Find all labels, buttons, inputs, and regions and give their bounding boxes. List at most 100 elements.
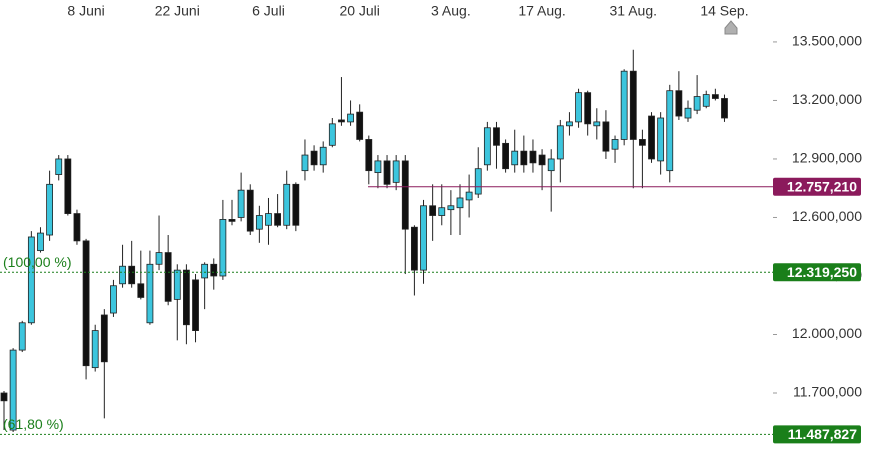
candle-up	[456, 197, 464, 209]
candle-up	[566, 121, 573, 127]
x-tick-label: 31 Aug.	[610, 3, 658, 19]
candle-up	[702, 94, 710, 107]
candle-down	[721, 98, 728, 119]
x-tick-label: 8 Juni	[67, 3, 104, 19]
candle-down	[64, 158, 72, 214]
candle-up	[447, 205, 455, 211]
candle-up	[146, 263, 154, 324]
candle-down	[429, 205, 437, 216]
candle-up	[620, 70, 628, 140]
candle-up	[201, 263, 209, 279]
candle-up	[283, 183, 291, 226]
candle-down	[502, 142, 510, 170]
candle-down	[246, 189, 254, 232]
candle-up	[657, 117, 665, 162]
candle-down	[210, 263, 218, 277]
level-annotation: (100,00 %)	[3, 254, 71, 270]
candle-down	[648, 115, 655, 160]
x-tick-label: 3 Aug.	[431, 3, 471, 19]
candle-down	[137, 283, 145, 298]
level-annotation: (61,80 %)	[3, 416, 64, 432]
candle-up	[18, 322, 26, 351]
level-label: 12.757,210	[787, 179, 857, 195]
candle-down	[365, 139, 373, 172]
x-tick-label: 20 Juli	[339, 3, 379, 19]
candle-down	[383, 160, 391, 185]
candle-down	[228, 219, 236, 222]
candle-up	[666, 90, 674, 172]
candle-up	[392, 160, 400, 183]
candle-down	[292, 183, 300, 226]
candle-up	[556, 125, 564, 160]
candle-up	[110, 285, 117, 314]
candle-up	[438, 207, 446, 216]
y-tick-label: 13.200,000	[792, 91, 862, 107]
candle-up	[55, 158, 63, 175]
candle-up	[219, 219, 227, 277]
x-tick-label: 6 Juli	[252, 3, 285, 19]
candle-down	[338, 119, 345, 123]
x-tick-label: 17 Aug.	[518, 3, 566, 19]
candle-up	[46, 183, 53, 236]
candle-up	[611, 139, 619, 150]
candle-up	[319, 146, 327, 166]
candle-down	[0, 392, 8, 402]
candle-down	[529, 150, 537, 164]
y-tick-label: 12.600,000	[792, 208, 862, 224]
x-tick-label: 14 Sep.	[700, 3, 748, 19]
candle-down	[128, 265, 136, 285]
candle-down	[538, 154, 546, 166]
candle-up	[593, 121, 601, 127]
candle-down	[164, 252, 172, 302]
candle-up	[155, 252, 163, 265]
candle-up	[237, 189, 245, 218]
candle-down	[73, 213, 81, 242]
candle-up	[474, 168, 482, 195]
candle-up	[420, 205, 427, 271]
candle-down	[584, 92, 592, 125]
y-tick-label: 12.000,000	[792, 325, 862, 341]
x-tick-label: 22 Juni	[155, 3, 200, 19]
candle-down	[192, 279, 199, 331]
candle-down	[356, 111, 364, 140]
candle-up	[483, 127, 491, 166]
candle-down	[602, 121, 610, 152]
candle-up	[547, 158, 555, 172]
candle-down	[711, 94, 719, 99]
candle-up	[328, 123, 336, 146]
level-label: 12.319,250	[787, 264, 857, 280]
candle-down	[274, 213, 282, 226]
level-label-box	[773, 425, 861, 444]
candle-up	[693, 96, 701, 111]
y-tick-label: 12.900,000	[792, 150, 862, 166]
candle-down	[410, 226, 418, 271]
candle-up	[9, 349, 17, 431]
candle-down	[639, 139, 646, 146]
candle-up	[27, 236, 35, 324]
candle-up	[347, 113, 354, 123]
candle-up	[91, 330, 99, 369]
candle-up	[173, 269, 181, 300]
level-label: 11.487,827	[788, 426, 858, 442]
y-tick-label: 11.700,000	[793, 384, 862, 400]
level-label-box	[773, 263, 861, 282]
candle-down	[82, 240, 90, 367]
candle-up	[265, 213, 272, 226]
level-label-box	[773, 177, 861, 196]
candle-up	[575, 92, 582, 123]
candle-down	[629, 70, 637, 140]
candle-up	[301, 154, 309, 172]
y-tick-label: 13.500,000	[792, 33, 862, 49]
candle-up	[37, 232, 44, 252]
candle-up	[119, 265, 126, 285]
candle-up	[465, 191, 473, 201]
candle-up	[511, 150, 519, 166]
candle-down	[310, 150, 318, 166]
candle-down	[182, 269, 190, 326]
scroll-marker[interactable]	[724, 20, 738, 35]
candle-down	[100, 314, 108, 363]
candle-down	[675, 90, 683, 117]
candle-down	[493, 127, 500, 146]
candle-up	[374, 160, 382, 174]
